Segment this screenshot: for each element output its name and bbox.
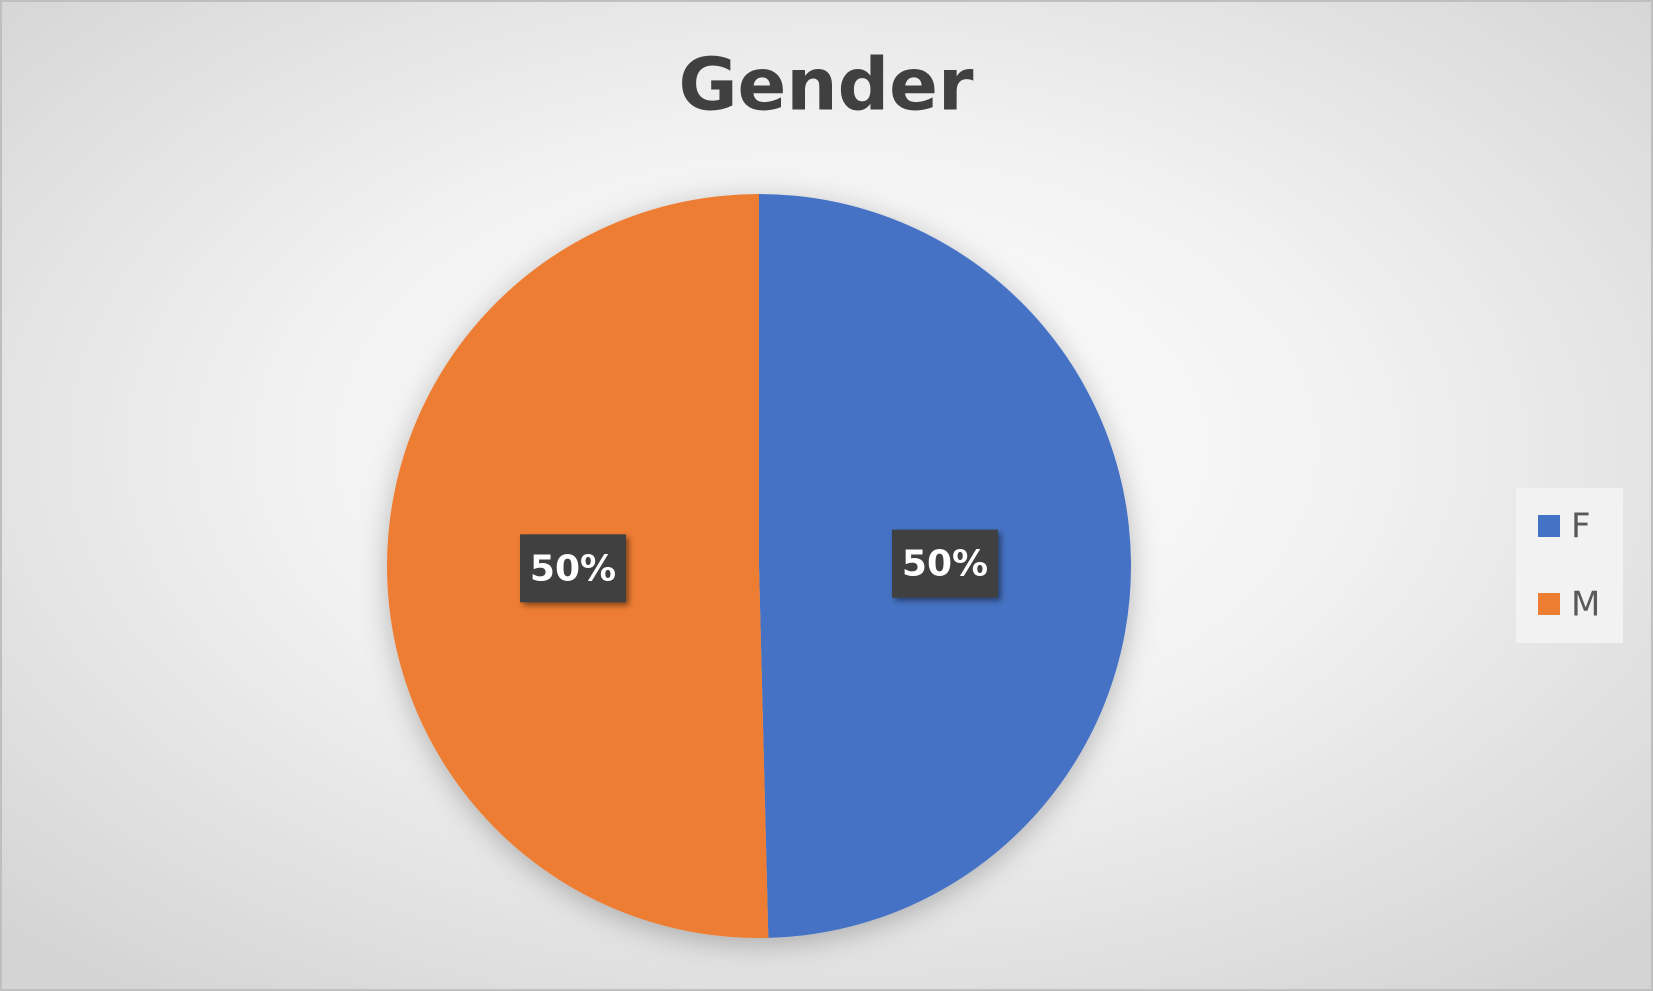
legend-label: M <box>1571 585 1600 625</box>
chart-title: Gender <box>678 43 974 127</box>
data-label: 50% <box>530 548 616 589</box>
data-label-box <box>891 529 998 598</box>
data-label: 50% <box>902 544 988 585</box>
legend-swatch <box>1538 593 1560 615</box>
legend: FM <box>1538 507 1600 625</box>
data-label-box <box>520 534 627 603</box>
data-labels: 50% 50% <box>520 529 998 603</box>
pie <box>386 194 1131 939</box>
legend-box <box>1516 488 1623 643</box>
legend-label: F <box>1571 507 1591 547</box>
legend-swatch <box>1538 515 1560 537</box>
